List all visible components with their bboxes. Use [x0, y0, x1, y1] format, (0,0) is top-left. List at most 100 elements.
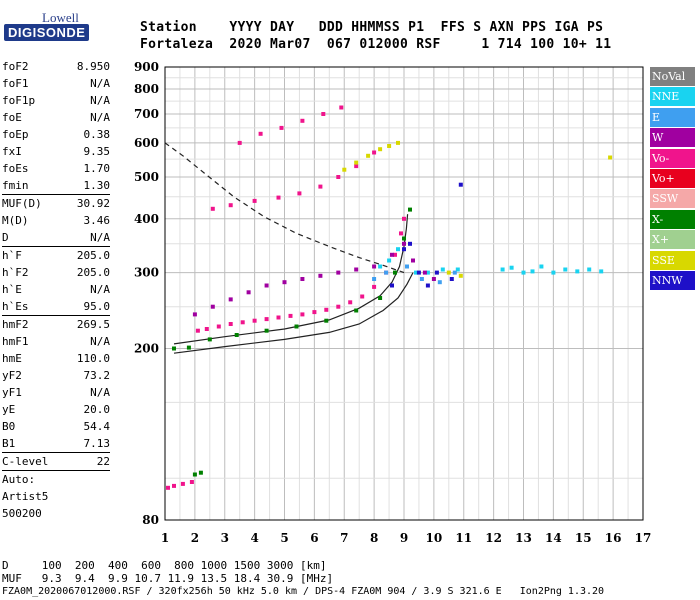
param-name: foF1	[2, 77, 29, 90]
x-tick-label: 4	[250, 531, 258, 545]
data-point	[321, 112, 326, 116]
param-row: h`Es 95.0	[2, 298, 110, 315]
param-value: 269.5	[76, 318, 110, 331]
data-point	[192, 312, 197, 317]
param-name: h`E	[2, 283, 22, 296]
param-row: B1 7.13	[2, 435, 110, 452]
data-point	[399, 231, 403, 236]
data-point	[192, 472, 197, 477]
data-point	[336, 304, 341, 309]
data-point	[378, 296, 383, 300]
param-value: N/A	[90, 111, 110, 124]
data-point	[419, 277, 424, 281]
param-note: Auto:	[2, 473, 36, 486]
param-name: foF1p	[2, 94, 36, 107]
data-point	[416, 270, 421, 275]
param-value: 110.0	[76, 352, 110, 365]
data-point	[387, 144, 392, 148]
data-point	[172, 483, 176, 488]
param-name: foF2	[2, 60, 29, 73]
param-value: N/A	[90, 335, 110, 348]
param-name: foE	[2, 111, 22, 124]
data-point	[276, 195, 281, 200]
data-point	[354, 267, 359, 272]
param-row: foE N/A	[2, 109, 110, 126]
y-tick-label: 200	[134, 342, 159, 356]
param-value: 205.0	[76, 266, 110, 279]
data-point	[372, 150, 377, 155]
param-value: 22	[96, 455, 110, 468]
y-tick-label: 900	[134, 60, 159, 74]
x-tick-label: 7	[340, 531, 348, 545]
data-point	[402, 241, 406, 246]
data-point	[312, 310, 317, 315]
data-point	[318, 184, 323, 189]
param-row: h`F 205.0	[2, 247, 110, 264]
param-note: Artist5	[2, 490, 49, 503]
data-point	[372, 277, 377, 281]
param-value: 7.13	[83, 437, 111, 450]
scaled-parameters-panel: foF2 8.950 foF1 N/A foF1p N/A foE N/A foEp 0.38 fx…	[2, 58, 110, 522]
header-line-1: Station YYYY DAY DDD HHMMSS P1 FFS S AXN…	[140, 20, 604, 35]
data-point	[393, 270, 397, 275]
param-row: hmE 110.0	[2, 350, 110, 367]
param-value: 20.0	[83, 403, 111, 416]
data-point	[360, 294, 365, 299]
data-point	[354, 160, 359, 165]
param-separator	[2, 315, 110, 316]
data-point	[336, 175, 341, 179]
data-point	[608, 155, 613, 160]
data-point	[390, 283, 394, 288]
data-point	[402, 247, 406, 252]
data-point	[425, 283, 430, 288]
data-point	[530, 269, 535, 274]
param-value: 95.0	[83, 300, 111, 313]
data-point	[446, 270, 451, 275]
param-separator	[2, 470, 110, 471]
param-name: foEs	[2, 162, 29, 175]
data-point	[396, 247, 400, 252]
param-value: 205.0	[76, 249, 110, 262]
param-row: hmF2 269.5	[2, 316, 110, 333]
data-point	[587, 267, 592, 272]
data-point	[354, 164, 359, 169]
param-value: N/A	[90, 386, 110, 399]
param-row: fmin 1.30	[2, 177, 110, 194]
legend-item-e: E	[650, 107, 695, 127]
param-value: 73.2	[83, 369, 111, 382]
data-point	[186, 345, 191, 350]
data-point	[521, 270, 526, 275]
legend-item-noval: NoVal	[650, 67, 695, 86]
legend-item-x-: X-	[650, 209, 695, 229]
data-point	[189, 480, 194, 484]
param-row: h`F2 205.0	[2, 264, 110, 281]
data-point	[378, 147, 383, 152]
data-point	[402, 216, 406, 221]
data-point	[414, 270, 418, 275]
data-point	[297, 191, 302, 196]
param-row: yF1 N/A	[2, 384, 110, 401]
param-row: yE 20.0	[2, 401, 110, 418]
data-point	[300, 277, 305, 281]
legend-item-vo-: Vo+	[650, 168, 695, 188]
x-tick-label: 9	[400, 531, 408, 545]
legend-item-vo-: Vo-	[650, 148, 695, 168]
data-point	[237, 140, 242, 145]
param-value: 3.46	[83, 214, 111, 227]
logo-text-digisonde: DIGISONDE	[4, 24, 90, 41]
data-point	[300, 118, 305, 123]
param-name: B0	[2, 420, 16, 433]
data-point	[539, 264, 544, 269]
data-point	[336, 270, 341, 275]
data-point	[509, 265, 514, 270]
data-point	[264, 283, 269, 288]
data-point	[354, 308, 359, 313]
data-point	[434, 270, 439, 275]
data-point	[210, 304, 215, 309]
param-value: N/A	[90, 231, 110, 244]
data-point	[455, 267, 460, 272]
param-value: 30.92	[76, 197, 110, 210]
data-point	[440, 267, 445, 272]
data-point	[411, 258, 415, 263]
param-row: h`E N/A	[2, 281, 110, 298]
